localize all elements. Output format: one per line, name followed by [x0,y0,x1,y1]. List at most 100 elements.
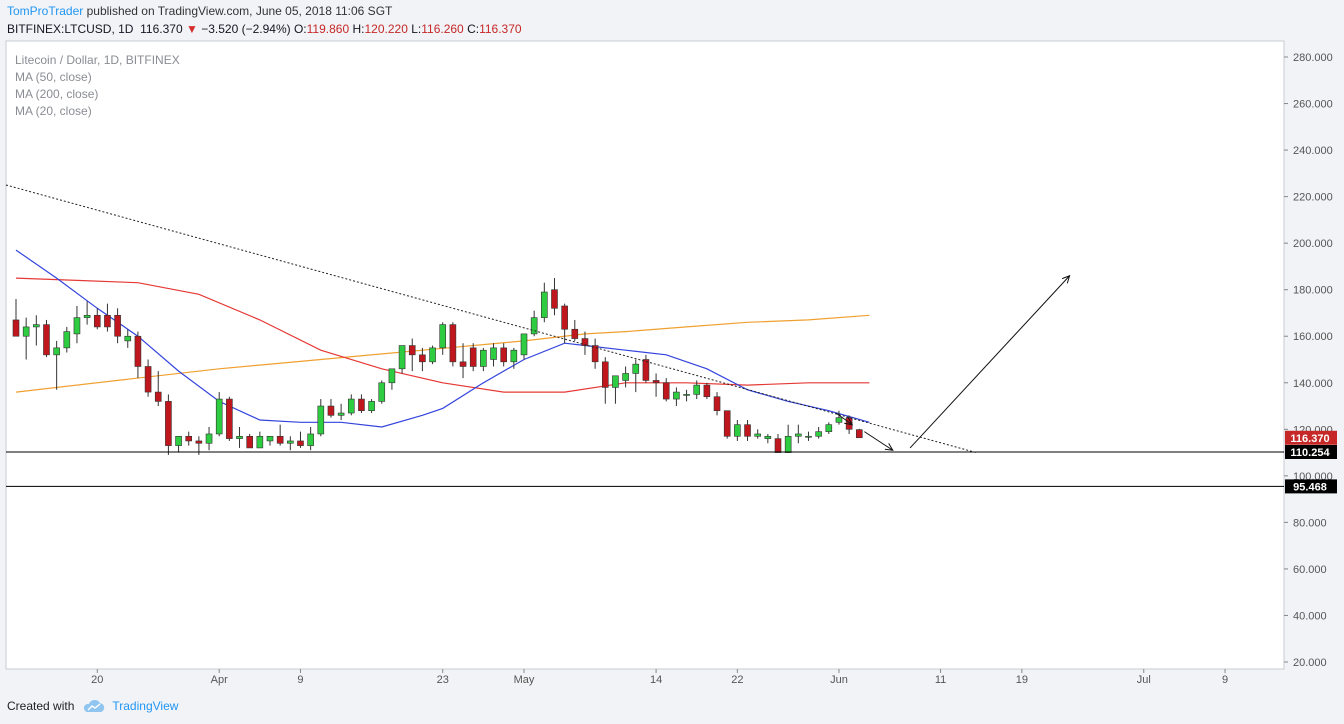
candle-body [784,435,792,453]
tradingview-link[interactable]: TradingView [112,699,179,713]
candle-body [114,314,121,337]
y-tick-label: 60.000 [1293,564,1327,576]
candle-body [581,338,589,346]
candle-body [93,314,101,328]
change-down-icon: ▼ [185,22,198,36]
x-tick-label: 20 [91,674,103,686]
publish-info: published on TradingView.com, June 05, 2… [86,4,393,18]
candle-body [500,347,507,363]
candle-body [307,433,314,446]
candle-body [43,324,50,356]
open-label: O: [293,22,307,36]
x-tick-label: 9 [1222,674,1228,686]
last-price-label-bg [1285,430,1337,445]
candle-body [815,431,822,437]
candle-body [774,438,782,453]
candle-body [764,435,772,439]
candle-body [642,359,650,381]
high-label: H: [352,22,365,36]
symbol-label: BITFINEX:LTCUSD, 1D [7,22,134,36]
x-tick-label: May [514,674,535,686]
level-price-label: 95.468 [1293,481,1327,493]
ma200-line [15,314,870,393]
candle-body [276,435,284,444]
candle-body [226,398,233,439]
candle-body [825,424,833,432]
candle-body [541,291,548,318]
candle-body [693,384,701,395]
candle-body [236,435,243,439]
y-tick-label: 140.000 [1293,378,1333,390]
candle-body [53,347,60,356]
candle-body [205,433,213,444]
candle-body [398,345,406,370]
candle-body [63,331,71,349]
candle-body [622,373,629,381]
candle-body [134,335,142,367]
ma20-line [15,249,870,428]
candle-body [419,354,426,363]
close-value: 116.370 [479,22,522,36]
y-tick-label: 80.000 [1293,517,1327,529]
candle-body [327,405,335,416]
candle-body [154,391,162,402]
x-tick-label: Jun [830,674,848,686]
candle-body [612,375,619,388]
x-tick-label: Apr [211,674,228,686]
legend-ma50: MA (50, close) [15,70,92,84]
price-labels-group: 116.370 110.254 95.468 [1285,430,1337,494]
low-value: 116.260 [421,22,464,36]
candle-body [520,333,528,356]
level-price-label: 110.254 [1290,447,1330,459]
candle-body [673,391,680,400]
candle-body [358,398,365,411]
last-price-label: 116.370 [1290,433,1329,445]
candle-body [469,347,477,367]
candle-body [195,440,203,444]
arrow-head [1061,274,1071,284]
candle-body [256,435,264,449]
candle-body [551,289,558,309]
legend-ma200: MA (200, close) [15,87,98,101]
candle-body [723,410,731,437]
candle-body [480,349,487,367]
x-tick-label: 23 [437,674,449,686]
y-tick-label: 200.000 [1293,238,1333,250]
candle-body [571,328,579,339]
x-tick-label: 9 [297,674,303,686]
last-price: 116.370 [140,22,183,36]
candle-body [246,435,253,449]
plot-area[interactable] [5,40,1285,670]
y-tick-label: 280.000 [1293,52,1333,64]
y-tick-label: 40.000 [1293,610,1327,622]
candle-body [855,429,863,439]
candles-group [12,278,863,455]
created-with-label: Created with [7,699,75,713]
candle-body [297,440,304,446]
x-tick-label: 14 [650,674,662,686]
y-tick-label: 260.000 [1293,99,1333,111]
level-label-bg [1285,479,1337,494]
candle-body [449,324,457,363]
change-value: −3.520 (−2.94%) [201,22,291,36]
candle-body [795,433,802,437]
level-label-bg [1285,444,1337,459]
candle-body [490,347,497,360]
candle-body [104,314,111,328]
candle-body [287,440,294,444]
candle-body [408,345,416,356]
candle-body [144,366,152,393]
candle-body [73,317,81,335]
time-axis[interactable]: 20 Apr 9 23 May 14 22 Jun 11 19 Jul 9 [91,669,1228,686]
author-link[interactable]: TomProTrader [7,4,84,18]
candle-body [337,412,345,416]
publish-line: TomProTrader published on TradingView.co… [7,4,392,18]
footer: Created with TradingView [7,699,178,713]
candle-body [317,405,325,435]
price-axis[interactable]: 20.00040.00060.00080.000100.000120.00014… [1284,52,1333,669]
candle-body [632,363,640,374]
drawings-group [5,184,1284,487]
candle-body [185,435,193,442]
candle-body [439,324,447,349]
